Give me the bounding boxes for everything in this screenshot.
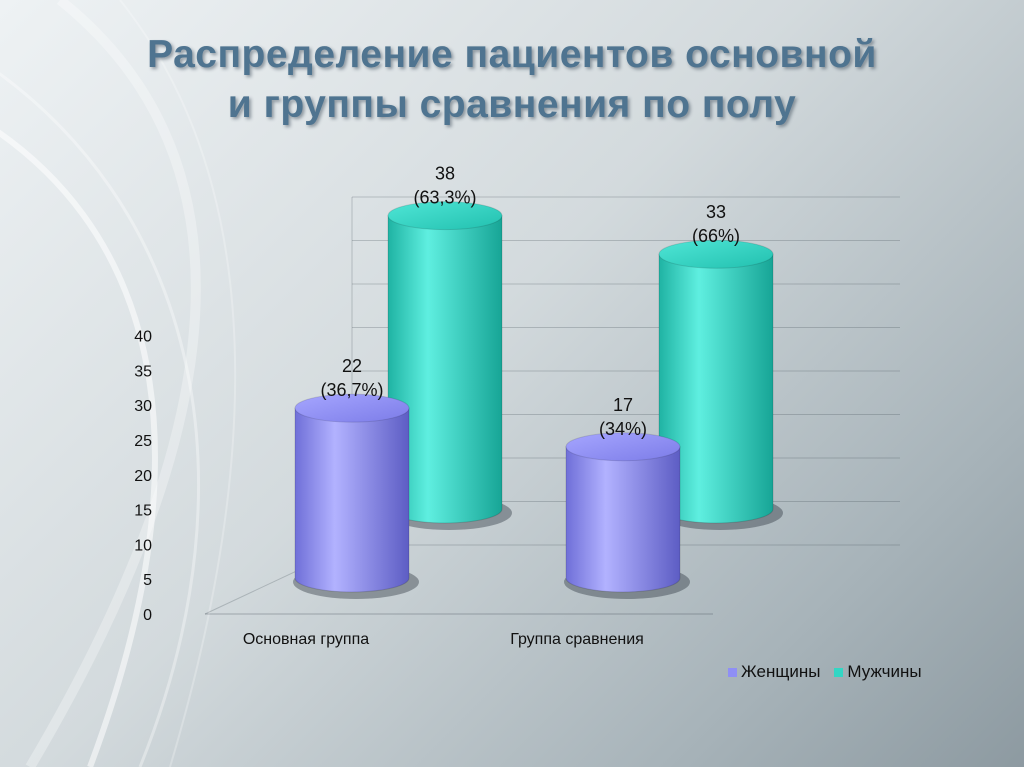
data-label-value: 33 [706,202,726,222]
bar-top-men [658,239,774,269]
data-label-percent: (63,3%) [413,188,476,208]
legend-label-women: Женщины [741,662,821,681]
data-label-percent: (36,7%) [320,380,383,400]
y-tick-label: 40 [134,329,152,346]
y-tick-label: 5 [143,572,152,589]
y-tick-label: 35 [134,363,152,380]
legend-label-men: Мужчины [847,662,922,681]
x-tick-label: Основная группа [243,631,369,648]
chart-title-line2: и группы сравнения по полу [227,83,797,126]
data-label-percent: (34%) [599,419,647,439]
data-label-value: 22 [342,356,362,376]
bar-top-women [294,393,410,423]
chart-title: Распределение пациентов основной и групп… [0,30,1024,130]
y-tick-label: 25 [134,433,152,450]
data-label-value: 17 [613,395,633,415]
bar-women [565,446,681,593]
legend-swatch-men [834,667,844,677]
data-label-value: 38 [435,164,455,184]
legend-item-men: Мужчины [834,662,922,682]
legend-swatch-women [728,667,737,677]
x-tick-label: Группа сравнения [510,631,644,648]
y-tick-label: 0 [143,607,152,624]
legend: Женщины Мужчины [728,662,922,682]
bar-women [294,407,410,593]
bar-top-women [565,432,681,462]
y-tick-label: 20 [134,468,152,485]
chart-title-line1: Распределение пациентов основной [147,33,877,76]
data-label-percent: (66%) [692,226,740,246]
bar-top-men [387,201,503,231]
legend-item-women: Женщины [728,662,820,682]
y-tick-label: 30 [134,398,152,415]
y-tick-label: 15 [134,503,152,520]
y-tick-label: 10 [134,537,152,554]
